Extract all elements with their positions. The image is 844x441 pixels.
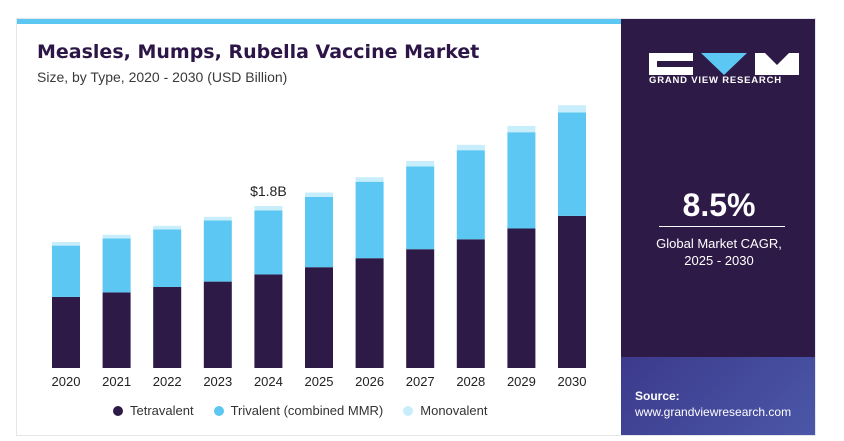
bar-tetravalent-2024	[254, 274, 283, 368]
source-box	[621, 357, 815, 435]
bar-monovalent-2024	[254, 206, 283, 211]
cagr-label: Global Market CAGR, 2025 - 2030	[621, 235, 815, 269]
legend-label-tetravalent: Tetravalent	[130, 403, 194, 418]
legend-label-monovalent: Monovalent	[420, 403, 488, 418]
legend-swatch-monovalent	[403, 405, 414, 416]
chart-title: Measles, Mumps, Rubella Vaccine Market	[37, 41, 480, 63]
bar-tetravalent-2020	[52, 296, 80, 368]
x-tick-label: 2020	[52, 374, 81, 389]
source-link[interactable]: www.grandviewresearch.com	[635, 405, 792, 419]
x-tick-label: 2027	[406, 374, 435, 389]
chart-card: Measles, Mumps, Rubella Vaccine Market S…	[16, 18, 816, 436]
bar-tetravalent-2021	[102, 292, 131, 368]
bar-trivalent-2020	[52, 245, 80, 297]
legend-swatch-tetravalent	[113, 405, 123, 416]
bar-monovalent-2029	[507, 125, 536, 133]
legend-label-trivalent: Trivalent (combined MMR)	[230, 403, 384, 418]
bar-monovalent-2023	[203, 216, 232, 221]
brand-name: GRAND VIEW RESEARCH	[649, 75, 782, 86]
bar-monovalent-2030	[558, 105, 586, 113]
bar-trivalent-2021	[102, 238, 131, 293]
bar-trivalent-2022	[153, 229, 182, 287]
bar-monovalent-2020	[52, 242, 80, 246]
chart-panel: Measles, Mumps, Rubella Vaccine Market S…	[17, 19, 621, 435]
bar-monovalent-2027	[406, 161, 435, 167]
x-tick-label: 2022	[153, 374, 182, 389]
cagr-label-line2: 2025 - 2030	[684, 253, 754, 268]
data-label-2024: $1.8B	[250, 183, 287, 199]
bar-tetravalent-2029	[507, 228, 536, 368]
cagr-label-line1: Global Market CAGR,	[656, 236, 782, 251]
grand-view-research-logo	[649, 53, 799, 75]
bar-tetravalent-2027	[406, 249, 435, 368]
bar-monovalent-2025	[305, 192, 333, 197]
bar-trivalent-2028	[456, 150, 485, 240]
x-tick-label: 2021	[102, 374, 131, 389]
bar-trivalent-2024	[254, 210, 283, 275]
accent-strip	[17, 19, 621, 24]
bar-trivalent-2025	[305, 197, 333, 268]
x-tick-label: 2023	[203, 374, 232, 389]
x-tick-label: 2026	[355, 374, 384, 389]
bar-monovalent-2021	[102, 234, 131, 239]
x-tick-label: 2024	[254, 374, 283, 389]
bar-trivalent-2030	[558, 112, 586, 216]
bar-trivalent-2027	[406, 166, 435, 250]
bar-monovalent-2028	[456, 144, 485, 151]
bar-trivalent-2023	[203, 220, 232, 282]
bar-tetravalent-2025	[305, 267, 333, 368]
legend-item-monovalent: Monovalent	[403, 403, 487, 418]
bar-tetravalent-2026	[355, 258, 384, 368]
bar-tetravalent-2028	[456, 239, 485, 368]
bar-trivalent-2029	[507, 132, 536, 229]
source-label: Source:	[635, 389, 680, 403]
cagr-value: 8.5%	[682, 187, 756, 223]
x-tick-label: 2030	[558, 374, 587, 389]
bar-tetravalent-2023	[203, 281, 232, 368]
bar-monovalent-2026	[355, 177, 384, 182]
chart-subtitle: Size, by Type, 2020 - 2030 (USD Billion)	[37, 69, 288, 85]
bar-tetravalent-2022	[153, 287, 182, 368]
cagr-divider	[659, 226, 785, 227]
legend-swatch-trivalent	[213, 405, 224, 416]
x-tick-label: 2029	[507, 374, 536, 389]
legend-item-tetravalent: Tetravalent	[113, 403, 194, 418]
bar-trivalent-2026	[355, 181, 384, 259]
bar-chart: 2020 2021 2022 2023 2024 $1.8B 2025 2026 2027 202…	[52, 105, 587, 389]
bar-monovalent-2022	[153, 225, 182, 230]
bar-tetravalent-2030	[558, 215, 586, 368]
x-tick-label: 2025	[305, 374, 334, 389]
x-tick-label: 2028	[456, 374, 485, 389]
legend-item-trivalent: Trivalent (combined MMR)	[213, 403, 384, 418]
chart-legend: Tetravalent Trivalent (combined MMR) Mon…	[113, 403, 487, 418]
cagr-panel: GRAND VIEW RESEARCH 8.5% Global Market C…	[621, 19, 815, 435]
